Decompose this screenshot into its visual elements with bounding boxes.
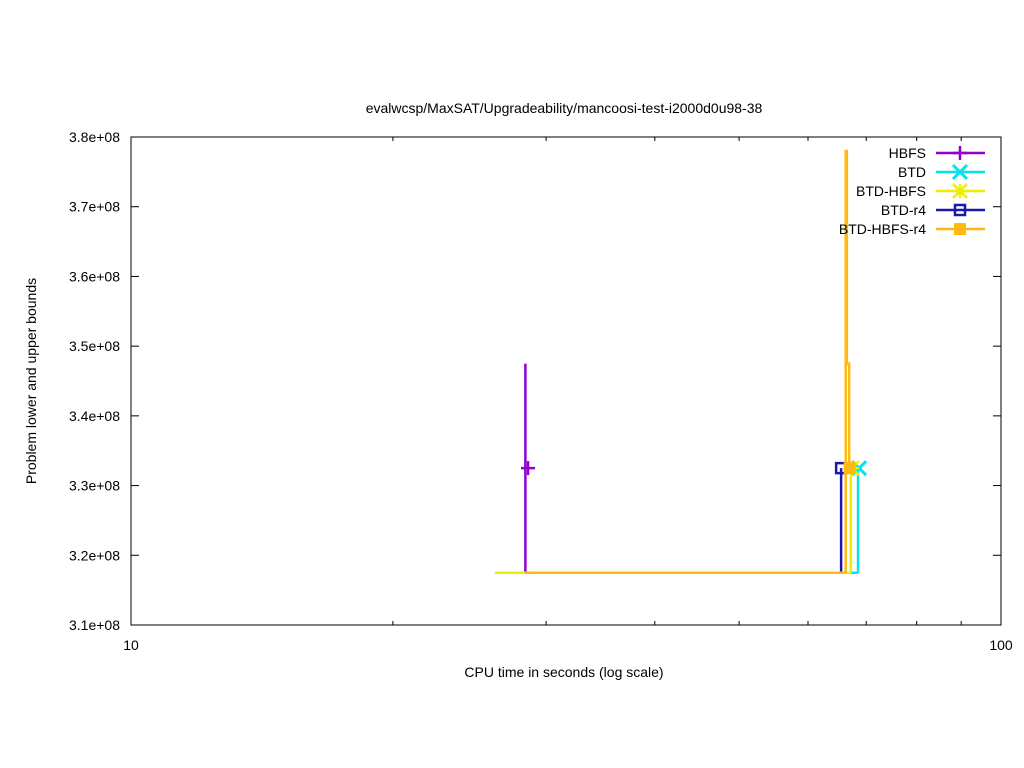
series-btd-hbfs (494, 460, 860, 574)
series-layer (494, 149, 868, 574)
y-tick-label: 3.3e+08 (69, 478, 120, 494)
plot-frame (130, 136, 1002, 626)
y-tick-label: 3.5e+08 (69, 338, 120, 354)
series-btd-hbfs-r4 (525, 149, 856, 574)
x-tick-label: 100 (989, 637, 1013, 653)
y-tick-label: 3.8e+08 (69, 129, 120, 145)
legend-item: BTD-r4 (881, 202, 985, 218)
y-axis: 3.1e+08 3.2e+08 3.3e+08 3.4e+08 3.5e+08 3.6e+… (69, 129, 1001, 633)
y-tick-label: 3.4e+08 (69, 408, 120, 424)
legend-item: BTD-HBFS-r4 (839, 221, 985, 237)
legend-label: BTD-r4 (881, 202, 926, 218)
marker-plus (953, 146, 967, 160)
series-hbfs (521, 363, 536, 574)
x-axis-label: CPU time in seconds (log scale) (464, 664, 663, 680)
marker-filled-square (954, 223, 966, 235)
series-btd-r4 (525, 461, 848, 574)
marker-cross (951, 163, 969, 181)
marker-open-square (953, 203, 967, 217)
legend-item: BTD-HBFS (856, 183, 985, 199)
legend: HBFS BTD BTD-HBFS BTD-r4 BTD-HBFS-r4 (839, 145, 985, 237)
y-tick-label: 3.7e+08 (69, 199, 120, 215)
legend-label: BTD-HBFS (856, 183, 926, 199)
x-tick-label: 10 (123, 637, 139, 653)
marker-star (952, 183, 968, 199)
chart-title: evalwcsp/MaxSAT/Upgradeability/mancoosi-… (366, 100, 763, 116)
x-axis: 10 100 (123, 137, 1013, 653)
legend-item: HBFS (889, 145, 985, 161)
legend-label: HBFS (889, 145, 926, 161)
plot-border (130, 136, 1002, 626)
y-tick-label: 3.1e+08 (69, 617, 120, 633)
y-axis-label: Problem lower and upper bounds (23, 278, 39, 484)
marker-filled-square (843, 462, 856, 475)
y-tick-label: 3.2e+08 (69, 547, 120, 563)
legend-item: BTD (898, 163, 985, 181)
legend-label: BTD-HBFS-r4 (839, 221, 926, 237)
series-btd (494, 460, 868, 574)
upper-bound-line (844, 149, 851, 573)
marker-plus (521, 461, 536, 476)
y-tick-label: 3.6e+08 (69, 268, 120, 284)
legend-label: BTD (898, 164, 926, 180)
